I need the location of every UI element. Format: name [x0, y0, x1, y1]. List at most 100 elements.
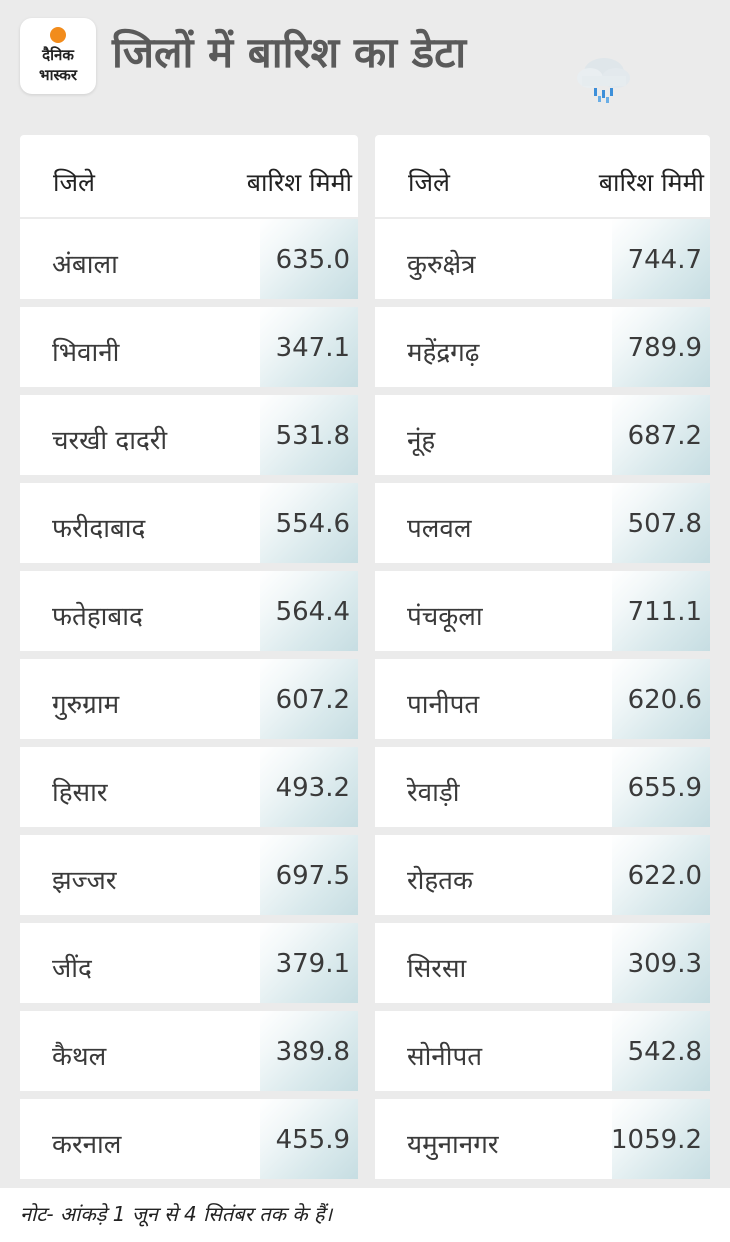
rain-value-cell	[260, 483, 358, 563]
district-name: रेवाड़ी	[407, 778, 460, 808]
rain-value: 622.0	[627, 861, 702, 891]
rain-value: 564.4	[275, 597, 350, 627]
district-name: कैथल	[52, 1042, 107, 1072]
rain-value: 554.6	[275, 509, 350, 539]
district-name: अंबाला	[52, 250, 118, 280]
table-row: हिसार 493.2	[20, 747, 358, 827]
table-row: रोहतक 622.0	[375, 835, 710, 915]
rain-value-cell	[260, 571, 358, 651]
rain-value: 635.0	[275, 245, 350, 275]
rain-value: 507.8	[627, 509, 702, 539]
district-name: यमुनानगर	[407, 1130, 499, 1160]
right-column: जिले बारिश मिमी कुरुक्षेत्र 744.7 महेंद्रग…	[375, 135, 710, 1179]
rain-value-cell	[612, 747, 710, 827]
table-row: रेवाड़ी 655.9	[375, 747, 710, 827]
district-name: झज्जर	[52, 866, 117, 896]
table-row: अंबाला 635.0	[20, 219, 358, 299]
table-row: कुरुक्षेत्र 744.7	[375, 219, 710, 299]
rain-value-cell	[612, 659, 710, 739]
district-name: पानीपत	[407, 690, 480, 720]
table-row: गुरुग्राम 607.2	[20, 659, 358, 739]
rain-value-cell	[612, 395, 710, 475]
table-row: करनाल 455.9	[20, 1099, 358, 1179]
district-name: करनाल	[52, 1130, 122, 1160]
rain-cloud-icon	[577, 58, 630, 103]
logo-sun-icon	[50, 27, 66, 43]
rain-value-cell	[612, 923, 710, 1003]
table-row: चरखी दादरी 531.8	[20, 395, 358, 475]
rain-value-cell	[260, 835, 358, 915]
district-name: सिरसा	[407, 954, 467, 984]
rain-value-cell	[260, 747, 358, 827]
district-column-header: जिले	[53, 168, 95, 197]
table-row: पंचकूला 711.1	[375, 571, 710, 651]
rain-value-cell	[612, 307, 710, 387]
logo-text-line1: दैनिक	[42, 46, 74, 64]
table-header-left: जिले बारिश मिमी	[20, 135, 358, 217]
district-name: रोहतक	[407, 866, 473, 896]
rain-value: 687.2	[627, 421, 702, 451]
rain-value: 347.1	[275, 333, 350, 363]
rain-value: 493.2	[275, 773, 350, 803]
district-name: पंचकूला	[407, 602, 483, 632]
table-row: झज्जर 697.5	[20, 835, 358, 915]
left-column: जिले बारिश मिमी अंबाला 635.0 भिवानी 347.1 चर…	[20, 135, 358, 1179]
rain-value: 711.1	[627, 597, 702, 627]
table-row: सिरसा 309.3	[375, 923, 710, 1003]
rain-value-cell	[612, 219, 710, 299]
header: दैनिक भास्कर जिलों में बारिश का डेटा	[0, 0, 730, 110]
table-row: पलवल 507.8	[375, 483, 710, 563]
rain-value: 309.3	[627, 949, 702, 979]
table-row: फतेहाबाद 564.4	[20, 571, 358, 651]
district-name: चरखी दादरी	[52, 426, 168, 456]
rain-value: 789.9	[627, 333, 702, 363]
rain-value-cell	[612, 1099, 710, 1179]
district-name: हिसार	[52, 778, 108, 808]
rain-column-header: बारिश मिमी	[246, 168, 352, 197]
rain-value-cell	[260, 1011, 358, 1091]
rain-value-cell	[612, 571, 710, 651]
table-row: सोनीपत 542.8	[375, 1011, 710, 1091]
district-column-header: जिले	[408, 168, 450, 197]
rain-value: 1059.2	[611, 1125, 702, 1155]
district-name: गुरुग्राम	[52, 690, 120, 720]
rain-value-cell	[260, 219, 358, 299]
table-row: पानीपत 620.6	[375, 659, 710, 739]
table-row: यमुनानगर 1059.2	[375, 1099, 710, 1179]
table-row: भिवानी 347.1	[20, 307, 358, 387]
district-name: भिवानी	[52, 338, 120, 368]
district-name: नूंह	[407, 426, 436, 456]
district-name: सोनीपत	[407, 1042, 483, 1072]
footer: नोट- आंकड़े 1 जून से 4 सितंबर तक के हैं।	[0, 1188, 730, 1242]
rain-value: 655.9	[627, 773, 702, 803]
rain-column-header: बारिश मिमी	[598, 168, 704, 197]
rain-value: 744.7	[627, 245, 702, 275]
rain-value: 455.9	[275, 1125, 350, 1155]
district-name: महेंद्रगढ़	[407, 338, 480, 368]
footer-note: नोट- आंकड़े 1 जून से 4 सितंबर तक के हैं।	[20, 1202, 333, 1226]
rain-value: 389.8	[275, 1037, 350, 1067]
district-name: फरीदाबाद	[52, 514, 146, 544]
district-name: फतेहाबाद	[52, 602, 143, 632]
table-header-right: जिले बारिश मिमी	[375, 135, 710, 217]
table-row: जींद 379.1	[20, 923, 358, 1003]
district-name: जींद	[52, 954, 92, 984]
district-name: कुरुक्षेत्र	[407, 250, 476, 280]
rain-value-cell	[260, 395, 358, 475]
table-row: महेंद्रगढ़ 789.9	[375, 307, 710, 387]
rain-value-cell	[260, 307, 358, 387]
dainik-bhaskar-logo: दैनिक भास्कर	[20, 18, 96, 94]
table-row: फरीदाबाद 554.6	[20, 483, 358, 563]
rain-value-cell	[260, 659, 358, 739]
table-row: नूंह 687.2	[375, 395, 710, 475]
table-row: कैथल 389.8	[20, 1011, 358, 1091]
rain-value-cell	[612, 835, 710, 915]
rain-value: 531.8	[275, 421, 350, 451]
logo-text-line2: भास्कर	[39, 66, 77, 84]
page-title: जिलों में बारिश का डेटा	[112, 28, 467, 77]
rain-value: 697.5	[275, 861, 350, 891]
rain-value: 620.6	[627, 685, 702, 715]
district-name: पलवल	[407, 514, 472, 544]
rain-value-cell	[260, 1099, 358, 1179]
rain-value: 607.2	[275, 685, 350, 715]
